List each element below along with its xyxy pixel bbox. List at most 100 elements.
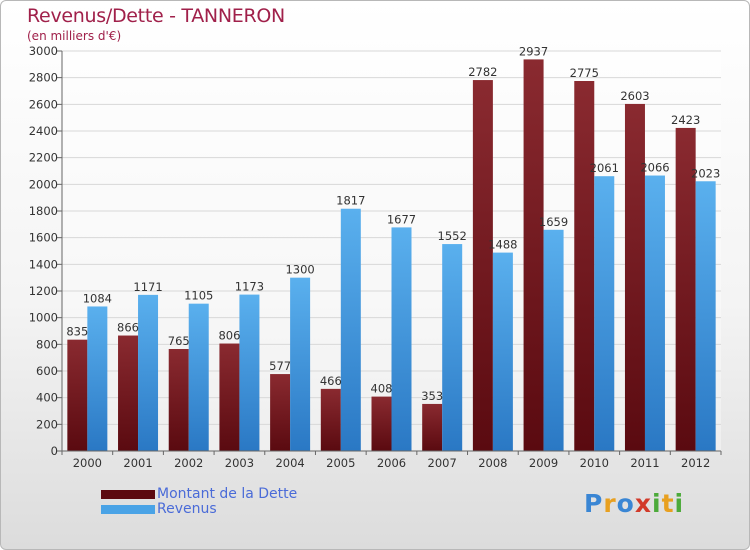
legend-label-debt: Montant de la Dette bbox=[157, 486, 298, 502]
y-tick-label: 1400 bbox=[29, 257, 58, 271]
y-tick-label: 0 bbox=[51, 444, 58, 458]
y-tick-label: 800 bbox=[36, 337, 58, 351]
labels-layer: 835 1084 866 1171 765 1105 806 1173 577 1300 466 18… bbox=[66, 44, 720, 403]
x-tick-label: 2010 bbox=[580, 456, 609, 470]
bar-debt bbox=[219, 343, 240, 451]
bar-revenue bbox=[188, 303, 209, 451]
logo-letter: P bbox=[584, 489, 604, 518]
bar-revenue bbox=[442, 244, 463, 451]
bar-revenue bbox=[543, 229, 564, 451]
chart-title: Revenus/Dette - TANNERON bbox=[27, 5, 285, 27]
y-tick-label: 2200 bbox=[29, 151, 58, 165]
data-label-debt: 2782 bbox=[468, 65, 497, 79]
data-label-debt: 765 bbox=[168, 334, 190, 348]
logo-letter: t bbox=[661, 489, 675, 518]
bar-debt bbox=[624, 103, 645, 451]
data-label-revenue: 1488 bbox=[488, 238, 517, 252]
logo-letter: r bbox=[603, 489, 617, 518]
x-tick-label: 2012 bbox=[681, 456, 710, 470]
bar-debt bbox=[675, 127, 696, 451]
data-label-debt: 2775 bbox=[570, 66, 599, 80]
y-tick-label: 400 bbox=[36, 391, 58, 405]
logo-letter: x bbox=[634, 489, 652, 518]
bar-debt bbox=[320, 388, 341, 451]
y-tick-label: 3000 bbox=[29, 44, 58, 58]
bar-revenue bbox=[239, 294, 260, 451]
y-tick-label: 2400 bbox=[29, 124, 58, 138]
data-label-revenue: 1084 bbox=[83, 291, 112, 305]
x-tick-label: 2006 bbox=[377, 456, 406, 470]
bar-revenue bbox=[87, 306, 108, 451]
data-label-debt: 466 bbox=[320, 374, 342, 388]
data-label-debt: 577 bbox=[269, 359, 291, 373]
legend-label-revenue: Revenus bbox=[157, 501, 217, 517]
bar-debt bbox=[168, 349, 189, 451]
y-tick-label: 200 bbox=[36, 417, 58, 431]
bar-revenue bbox=[695, 181, 716, 451]
proxiti-logo: Proxiti bbox=[584, 489, 684, 518]
data-label-debt: 2603 bbox=[620, 89, 649, 103]
data-label-revenue: 1105 bbox=[184, 289, 213, 303]
data-label-revenue: 1659 bbox=[539, 215, 568, 229]
x-tick-label: 2002 bbox=[174, 456, 203, 470]
bar-revenue bbox=[290, 277, 311, 451]
data-label-revenue: 2066 bbox=[640, 161, 669, 175]
bar-revenue bbox=[138, 294, 159, 451]
data-label-revenue: 1817 bbox=[336, 194, 365, 208]
bar-debt bbox=[67, 339, 88, 451]
bar-revenue bbox=[594, 176, 615, 451]
bar-debt bbox=[270, 374, 291, 451]
chart-subtitle: (en milliers d'€) bbox=[27, 29, 122, 43]
legend-swatch-debt bbox=[101, 490, 155, 499]
bars-layer bbox=[67, 59, 716, 452]
x-tick-label: 2005 bbox=[326, 456, 355, 470]
x-tick-label: 2001 bbox=[123, 456, 152, 470]
x-tick-label: 2009 bbox=[529, 456, 558, 470]
bar-revenue bbox=[644, 175, 665, 452]
bar-debt bbox=[371, 396, 392, 451]
axis-layer: 0 200 400 600 800 1000 1200 1400 1600 1800 2000 220… bbox=[29, 44, 722, 470]
data-label-revenue: 1171 bbox=[133, 280, 162, 294]
data-label-revenue: 2061 bbox=[590, 161, 619, 175]
x-tick-label: 2008 bbox=[478, 456, 507, 470]
bar-debt bbox=[472, 80, 493, 452]
data-label-debt: 2937 bbox=[519, 44, 548, 58]
bar-debt bbox=[118, 335, 139, 451]
data-label-debt: 408 bbox=[371, 382, 393, 396]
bar-debt bbox=[523, 59, 544, 452]
y-tick-label: 1800 bbox=[29, 204, 58, 218]
y-tick-label: 1600 bbox=[29, 231, 58, 245]
x-tick-label: 2011 bbox=[630, 456, 659, 470]
bar-chart: 835 1084 866 1171 765 1105 806 1173 577 1300 466 18… bbox=[29, 44, 722, 470]
legend-swatch-revenue bbox=[101, 505, 155, 514]
logo-letter: i bbox=[674, 489, 685, 518]
data-label-debt: 353 bbox=[421, 389, 443, 403]
data-label-revenue: 1677 bbox=[387, 212, 416, 226]
data-label-revenue: 1173 bbox=[235, 280, 264, 294]
bar-debt bbox=[574, 81, 595, 451]
data-label-revenue: 1552 bbox=[438, 229, 467, 243]
bar-revenue bbox=[340, 208, 361, 451]
data-label-revenue: 1300 bbox=[285, 263, 314, 277]
y-tick-label: 600 bbox=[36, 364, 58, 378]
x-tick-label: 2007 bbox=[428, 456, 457, 470]
bar-debt bbox=[422, 403, 443, 451]
y-tick-label: 1000 bbox=[29, 311, 58, 325]
x-tick-label: 2004 bbox=[275, 456, 304, 470]
x-tick-label: 2000 bbox=[73, 456, 102, 470]
y-tick-label: 2000 bbox=[29, 177, 58, 191]
y-tick-label: 2800 bbox=[29, 71, 58, 85]
data-label-debt: 866 bbox=[117, 321, 139, 335]
y-tick-label: 2600 bbox=[29, 97, 58, 111]
y-tick-label: 1200 bbox=[29, 284, 58, 298]
x-tick-label: 2003 bbox=[225, 456, 254, 470]
bar-revenue bbox=[391, 227, 412, 451]
data-label-debt: 835 bbox=[66, 325, 88, 339]
data-label-debt: 806 bbox=[218, 329, 240, 343]
data-label-revenue: 2023 bbox=[691, 166, 720, 180]
bar-revenue bbox=[492, 252, 513, 451]
logo-letter: i bbox=[652, 489, 662, 518]
data-label-debt: 2423 bbox=[671, 113, 700, 127]
logo-letter: o bbox=[616, 489, 635, 518]
